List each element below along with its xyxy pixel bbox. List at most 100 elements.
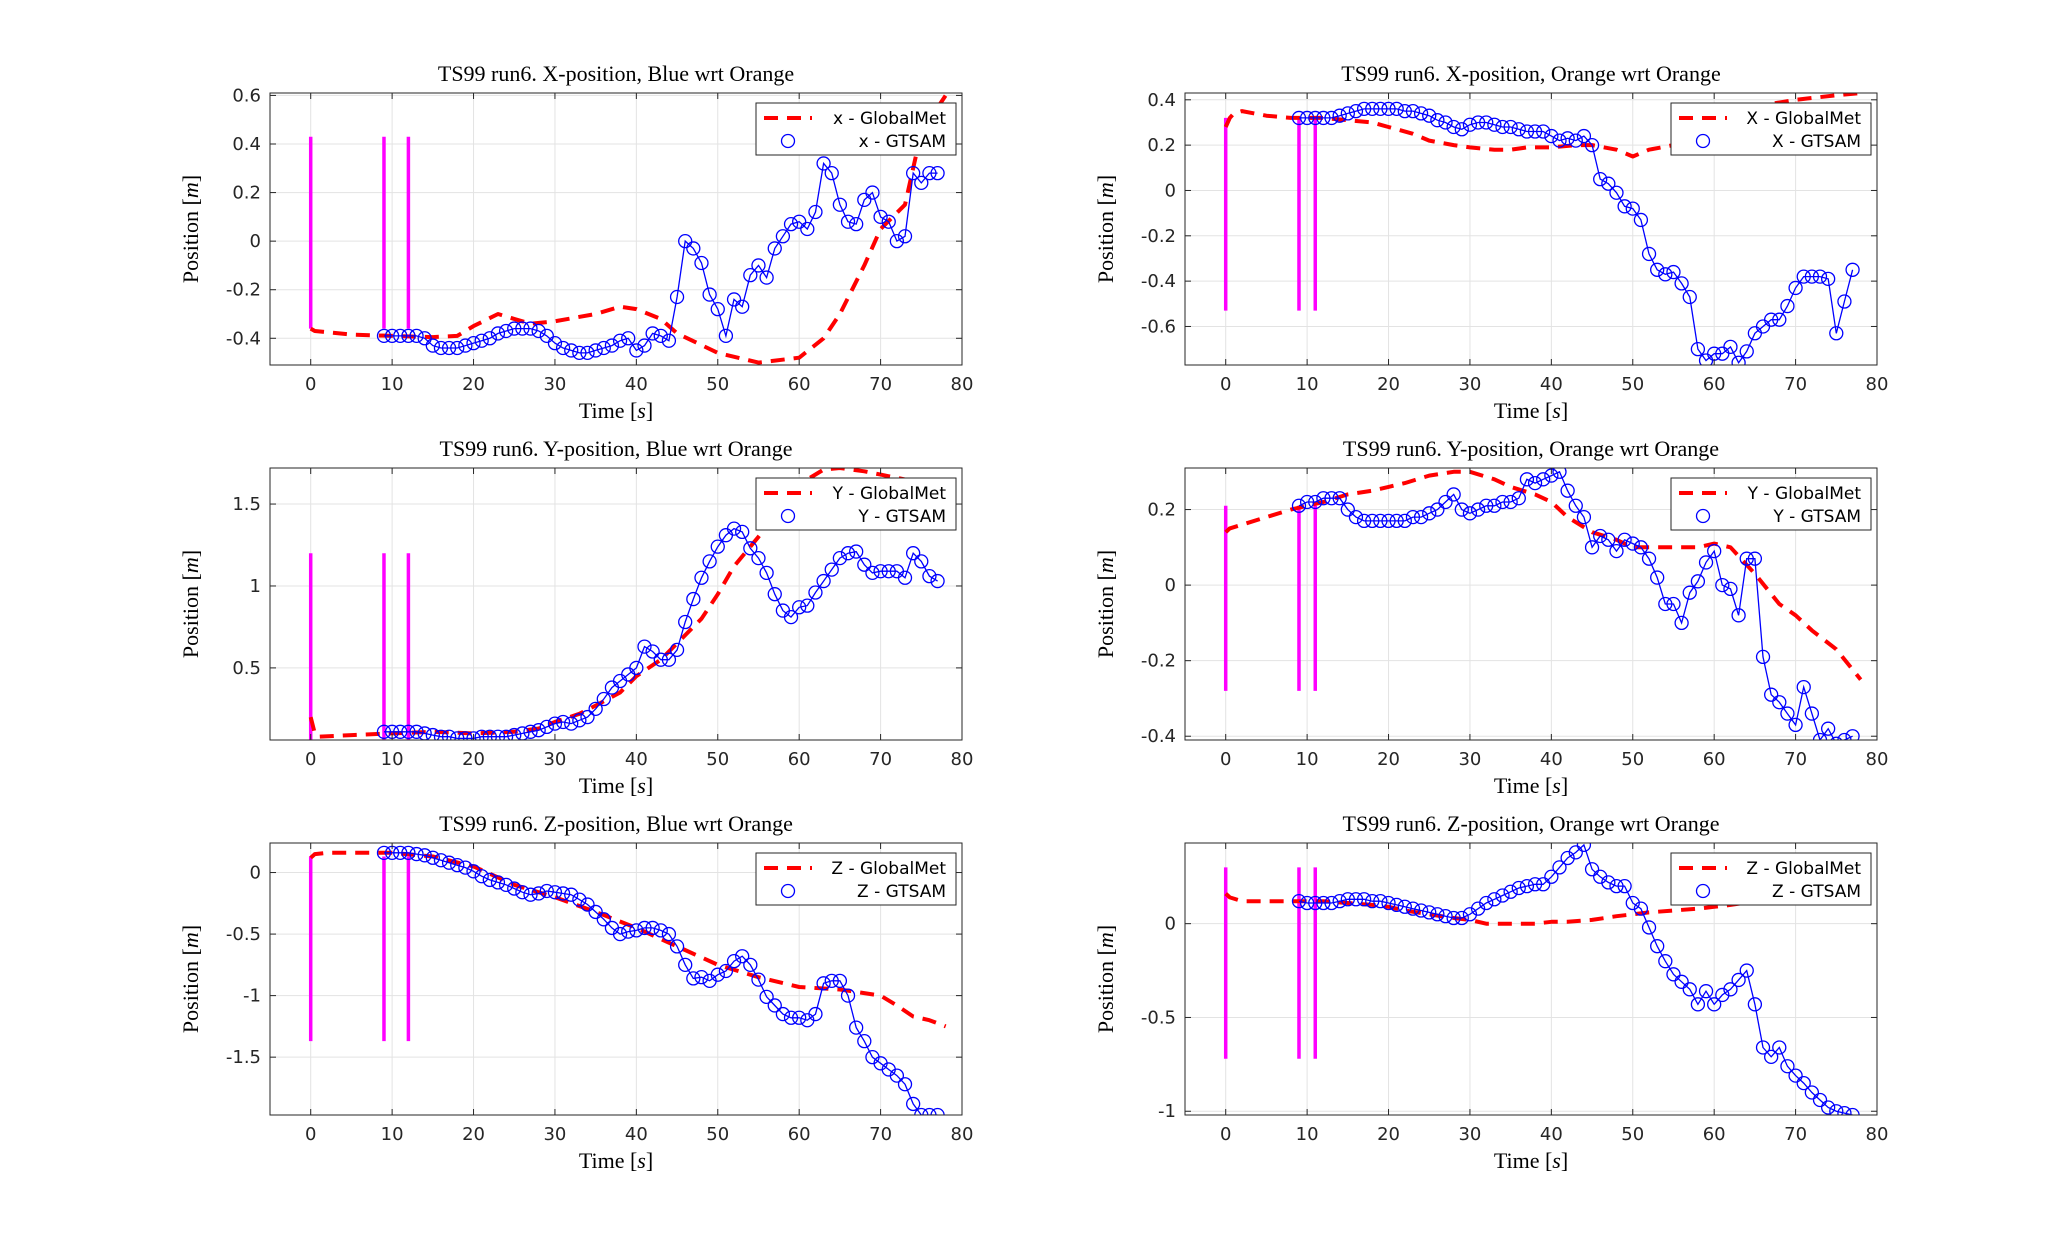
x-tick-label: 50 — [706, 1124, 729, 1145]
x-tick-label: 70 — [1784, 1124, 1807, 1145]
x-axis-label: Time [s] — [579, 398, 653, 423]
data-point-gtsam — [425, 850, 440, 865]
data-point-gtsam — [637, 639, 652, 654]
data-point-gtsam — [1690, 341, 1706, 357]
data-point-gtsam — [596, 912, 611, 927]
series-line-globalmet — [309, 850, 947, 1029]
y-tick-label: -0.2 — [226, 280, 261, 301]
data-point-gtsam — [783, 1010, 799, 1025]
data-point-gtsam — [1430, 502, 1445, 517]
y-tick-label: 0 — [250, 863, 261, 884]
data-point-gtsam — [873, 564, 888, 579]
data-point-gtsam — [1731, 355, 1746, 365]
legend: Z - GlobalMet Z - GTSAM — [755, 852, 957, 906]
data-point-gtsam — [450, 731, 465, 740]
data-point-gtsam — [1698, 984, 1714, 999]
data-point-gtsam — [1764, 1049, 1779, 1064]
data-point-gtsam — [393, 845, 408, 860]
data-point-gtsam — [425, 338, 440, 353]
x-tick-label: 50 — [1621, 749, 1644, 770]
data-point-gtsam — [1568, 845, 1583, 860]
y-tick-label: 0.4 — [232, 134, 261, 155]
data-point-gtsam — [1348, 509, 1364, 525]
y-tick-label: -0.4 — [226, 328, 261, 349]
data-point-gtsam — [1780, 706, 1795, 721]
data-point-gtsam — [417, 331, 432, 346]
x-tick-label: 0 — [305, 749, 316, 770]
data-point-gtsam — [433, 729, 449, 740]
x-tick-label: 0 — [1220, 1124, 1231, 1145]
data-point-gtsam — [1397, 103, 1412, 119]
axes-box — [269, 842, 963, 1116]
data-point-gtsam — [1413, 509, 1429, 525]
data-point-gtsam — [1291, 498, 1307, 513]
y-tick-label: -0.5 — [226, 924, 261, 945]
data-point-gtsam — [767, 587, 782, 602]
data-point-gtsam — [1788, 280, 1803, 296]
x-tick-label: 80 — [951, 749, 974, 770]
data-point-gtsam — [865, 185, 880, 200]
data-point-gtsam — [572, 713, 587, 728]
y-tick-label: 1 — [250, 576, 261, 597]
x-axis-label: Time [s] — [1494, 398, 1568, 423]
x-tick-label: 60 — [1703, 1124, 1726, 1145]
data-point-gtsam — [1731, 608, 1746, 623]
x-tick-label: 70 — [1784, 749, 1807, 770]
y-tick-label: 1.5 — [232, 494, 261, 515]
chart-title: TS99 run6. Y-position, Blue wrt Orange — [440, 436, 793, 461]
data-point-gtsam — [1536, 124, 1551, 139]
data-point-gtsam — [1446, 487, 1461, 502]
data-point-gtsam — [678, 233, 693, 249]
y-tick-label: 0.5 — [232, 658, 261, 679]
data-point-gtsam — [661, 333, 677, 348]
data-point-gtsam — [694, 970, 709, 985]
data-point-gtsam — [612, 926, 628, 942]
data-point-gtsam — [1576, 843, 1592, 853]
data-point-gtsam — [1682, 982, 1697, 997]
data-point-gtsam — [726, 521, 742, 536]
chart-panel-2: 0 10 20 30 40 50 60 70 80 -0.6 -0.4 -0.2 0 0.2 0.4 TS99… — [1093, 61, 1888, 423]
data-point-gtsam — [824, 562, 839, 577]
data-point-gtsam — [710, 967, 725, 982]
data-point-gtsam — [751, 550, 766, 566]
legend-label: Z - GTSAM — [1772, 882, 1861, 902]
data-point-gtsam — [1430, 113, 1445, 128]
data-point-gtsam — [1438, 115, 1453, 130]
x-tick-label: 40 — [1540, 374, 1563, 395]
data-point-gtsam — [767, 998, 782, 1013]
data-point-gtsam — [1804, 1085, 1820, 1100]
data-point-gtsam — [857, 557, 872, 572]
x-tick-label: 10 — [1296, 374, 1319, 395]
x-tick-label: 40 — [625, 749, 648, 770]
data-point-gtsam — [710, 539, 725, 554]
data-point-gtsam — [1633, 212, 1649, 228]
x-tick-label: 30 — [543, 374, 566, 395]
data-point-gtsam — [621, 331, 636, 346]
data-point-gtsam — [458, 731, 473, 740]
data-point-gtsam — [1373, 101, 1388, 117]
data-point-gtsam — [1324, 895, 1339, 911]
data-point-gtsam — [751, 258, 766, 273]
data-point-gtsam — [1658, 596, 1673, 612]
data-point-gtsam — [409, 724, 424, 739]
data-point-gtsam — [1511, 491, 1526, 506]
y-tick-label: 0.2 — [1147, 500, 1176, 521]
data-point-gtsam — [1308, 895, 1323, 911]
data-point-gtsam — [710, 301, 725, 317]
data-point-gtsam — [498, 729, 514, 740]
data-point-gtsam — [523, 724, 538, 739]
data-point-gtsam — [1405, 103, 1421, 119]
x-tick-label: 80 — [1866, 374, 1889, 395]
y-tick-label: 0.4 — [1147, 90, 1176, 111]
legend-label: Z - GlobalMet — [831, 859, 946, 879]
data-point-gtsam — [433, 853, 449, 868]
x-tick-label: 70 — [1784, 374, 1807, 395]
data-point-gtsam — [1666, 596, 1681, 612]
x-tick-label: 80 — [1866, 1124, 1889, 1145]
data-point-gtsam — [564, 887, 579, 902]
data-point-gtsam — [1690, 574, 1706, 589]
data-point-gtsam — [1470, 901, 1486, 916]
axes-box — [1184, 92, 1878, 366]
data-point-gtsam — [1487, 498, 1502, 513]
